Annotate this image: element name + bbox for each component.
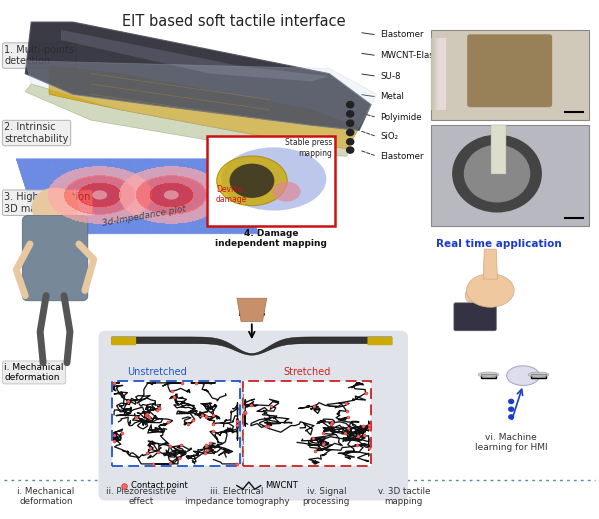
Polygon shape — [49, 66, 359, 148]
Circle shape — [347, 102, 354, 108]
FancyBboxPatch shape — [437, 37, 445, 110]
FancyBboxPatch shape — [438, 37, 446, 110]
Circle shape — [347, 139, 354, 145]
Text: vi. Machine
learning for HMI: vi. Machine learning for HMI — [475, 433, 547, 453]
FancyBboxPatch shape — [482, 374, 496, 378]
FancyBboxPatch shape — [431, 37, 438, 110]
Text: i. Mechanical
deformation: i. Mechanical deformation — [17, 487, 75, 506]
FancyBboxPatch shape — [99, 331, 408, 501]
Ellipse shape — [221, 147, 326, 211]
FancyBboxPatch shape — [432, 37, 440, 110]
FancyBboxPatch shape — [438, 37, 446, 110]
Circle shape — [32, 188, 78, 227]
FancyBboxPatch shape — [438, 37, 446, 110]
Text: v. 3D tactile
mapping: v. 3D tactile mapping — [377, 487, 430, 506]
FancyBboxPatch shape — [434, 37, 441, 110]
Text: MWCNT: MWCNT — [265, 481, 298, 490]
Text: 4. Damage
independent mapping: 4. Damage independent mapping — [215, 228, 327, 248]
FancyBboxPatch shape — [435, 37, 443, 110]
Circle shape — [347, 129, 354, 135]
FancyBboxPatch shape — [437, 37, 444, 110]
Circle shape — [509, 400, 513, 404]
FancyBboxPatch shape — [431, 30, 589, 120]
Polygon shape — [61, 30, 329, 81]
Text: Contact point: Contact point — [131, 481, 187, 490]
Text: EIT based soft tactile interface: EIT based soft tactile interface — [122, 15, 346, 29]
Text: Stretched: Stretched — [283, 367, 331, 377]
Text: Metal: Metal — [380, 92, 404, 101]
Circle shape — [453, 135, 541, 212]
Text: Device
damage: Device damage — [216, 185, 247, 204]
Polygon shape — [25, 61, 377, 148]
Text: Elastomer: Elastomer — [380, 152, 423, 161]
Circle shape — [509, 415, 513, 419]
Ellipse shape — [273, 182, 301, 201]
Ellipse shape — [229, 163, 274, 198]
Ellipse shape — [497, 289, 505, 302]
FancyBboxPatch shape — [243, 381, 371, 466]
Circle shape — [509, 407, 513, 411]
Ellipse shape — [478, 372, 499, 377]
FancyBboxPatch shape — [434, 37, 442, 110]
Text: Unstretched: Unstretched — [126, 367, 186, 377]
Text: Polyimide: Polyimide — [380, 113, 422, 122]
Text: 1. Multi-points
detection: 1. Multi-points detection — [4, 45, 74, 66]
Text: MWCNT-Elastomer: MWCNT-Elastomer — [380, 51, 459, 60]
FancyBboxPatch shape — [431, 37, 439, 110]
FancyBboxPatch shape — [435, 37, 443, 110]
Text: Press: Press — [238, 308, 265, 318]
Polygon shape — [111, 337, 392, 355]
Text: Elastomer: Elastomer — [380, 31, 423, 39]
Polygon shape — [16, 159, 258, 234]
Text: 3d-Impedance plot: 3d-Impedance plot — [102, 204, 187, 228]
Text: SU-8: SU-8 — [380, 72, 401, 81]
Text: 2. Intrinsic
stretchability: 2. Intrinsic stretchability — [4, 122, 69, 144]
FancyBboxPatch shape — [433, 37, 441, 110]
Text: Real time application: Real time application — [436, 239, 562, 249]
FancyBboxPatch shape — [432, 37, 441, 110]
FancyBboxPatch shape — [491, 125, 506, 173]
FancyBboxPatch shape — [436, 37, 444, 110]
Ellipse shape — [476, 289, 484, 302]
FancyBboxPatch shape — [432, 37, 440, 110]
Text: Stable press
mapping: Stable press mapping — [285, 138, 332, 158]
FancyBboxPatch shape — [431, 125, 589, 226]
Ellipse shape — [467, 274, 514, 307]
Ellipse shape — [465, 289, 474, 302]
Polygon shape — [237, 298, 267, 321]
FancyBboxPatch shape — [531, 374, 546, 378]
Text: ii. Piezoresistive
effect: ii. Piezoresistive effect — [107, 487, 177, 506]
Ellipse shape — [217, 156, 287, 206]
FancyBboxPatch shape — [111, 337, 136, 345]
Circle shape — [347, 147, 354, 153]
Text: i. Mechanical
deformation: i. Mechanical deformation — [4, 363, 64, 382]
Ellipse shape — [528, 372, 549, 377]
FancyBboxPatch shape — [467, 34, 552, 107]
FancyBboxPatch shape — [367, 337, 392, 345]
Text: 3. High resolution
3D mapping: 3. High resolution 3D mapping — [4, 192, 90, 213]
FancyBboxPatch shape — [454, 303, 496, 331]
Ellipse shape — [92, 190, 107, 200]
Circle shape — [464, 145, 530, 202]
FancyBboxPatch shape — [111, 381, 240, 466]
FancyBboxPatch shape — [431, 37, 440, 110]
Polygon shape — [25, 84, 347, 156]
FancyBboxPatch shape — [435, 37, 443, 110]
FancyBboxPatch shape — [207, 135, 335, 226]
Text: SiO₂: SiO₂ — [380, 132, 398, 141]
Polygon shape — [25, 22, 371, 130]
FancyBboxPatch shape — [437, 37, 445, 110]
Circle shape — [347, 120, 354, 126]
Circle shape — [347, 111, 354, 117]
Text: iii. Electrical
impedance tomography: iii. Electrical impedance tomography — [184, 487, 289, 506]
FancyBboxPatch shape — [22, 215, 88, 301]
Ellipse shape — [164, 190, 179, 200]
Polygon shape — [483, 249, 497, 279]
Text: iv. Signal
processing: iv. Signal processing — [302, 487, 350, 506]
Ellipse shape — [507, 366, 540, 386]
FancyBboxPatch shape — [434, 37, 442, 110]
